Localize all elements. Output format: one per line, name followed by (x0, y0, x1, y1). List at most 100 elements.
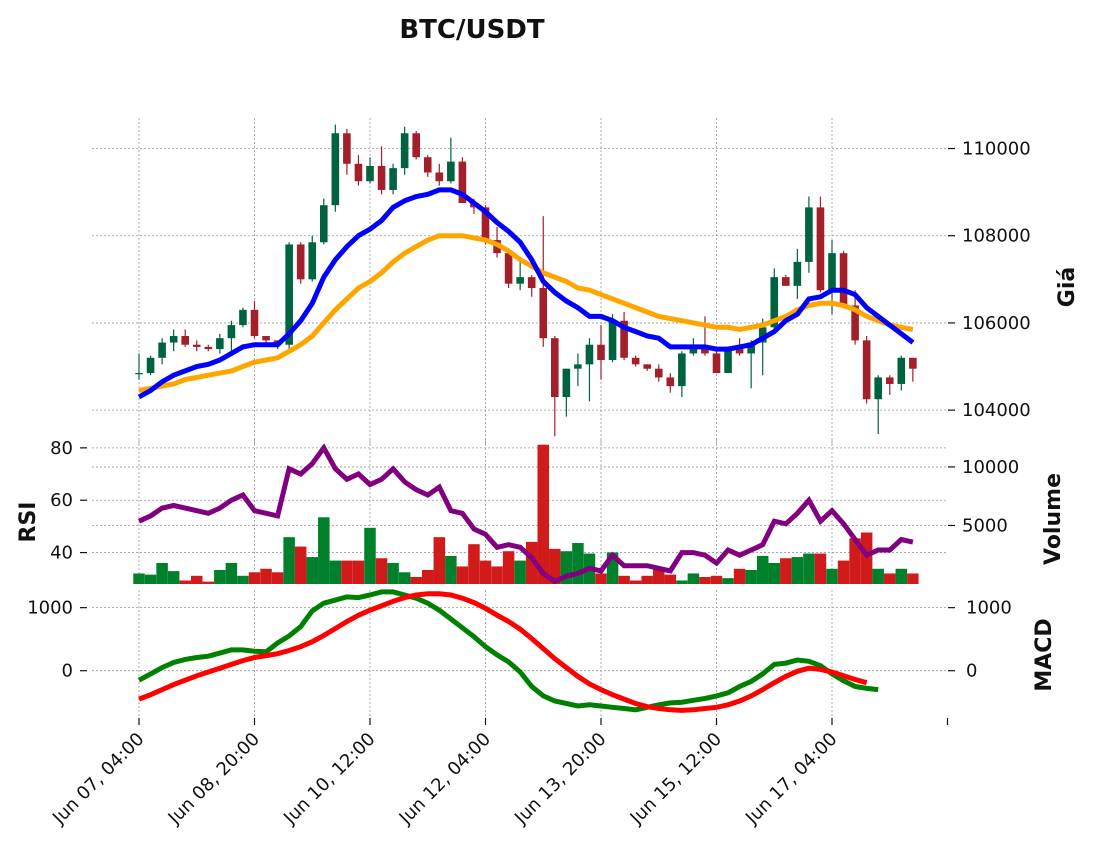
rsi-tick-label: 80 (50, 438, 73, 459)
macd-left-tick-label: 1000 (27, 598, 73, 619)
candle-body (331, 133, 340, 206)
candle-body (551, 338, 559, 398)
chart-title: BTC/USDT (399, 15, 545, 45)
candle-body (389, 168, 397, 190)
rsi-y-ticks: 40 60 80 (50, 438, 87, 564)
candle-body (678, 353, 686, 387)
volume-bar (433, 537, 446, 584)
candle-body (782, 277, 790, 286)
candle-body (597, 344, 605, 360)
macd-panel: 0 0 1000 1000 MACD (27, 589, 1057, 718)
candle-body (377, 165, 386, 190)
candle-body (169, 336, 178, 343)
candle-body (712, 353, 721, 374)
volume-bar (710, 575, 723, 584)
volume-y-ticks: 5000 10000 (948, 457, 1019, 536)
candle-body (539, 288, 548, 339)
candle-body (192, 344, 201, 347)
candle-body (527, 277, 536, 289)
volume-bar (167, 571, 180, 584)
price-axis-label: Giá (1055, 267, 1080, 307)
candle-body (204, 346, 213, 350)
candle-body (250, 309, 259, 336)
candle-body (412, 133, 420, 158)
candle-body (793, 261, 802, 286)
x-tick-label: Jun 15, 12:00 (626, 729, 726, 829)
volume-bar (722, 578, 734, 584)
candle-body (239, 309, 247, 326)
volume-bar (468, 544, 480, 584)
x-tick-label: Jun 17, 04:00 (741, 729, 841, 829)
x-tick-label: Jun 08, 20:00 (164, 729, 264, 829)
candle-body (296, 244, 305, 280)
candle-body (262, 336, 270, 341)
candle-body (227, 325, 236, 339)
macd-left-tick-label: 0 (62, 661, 73, 682)
candle-body (135, 373, 143, 375)
price-tick-label: 110000 (962, 139, 1031, 160)
candle-body (574, 364, 582, 369)
price-y-ticks: 104000 106000 108000 110000 (948, 139, 1031, 421)
candle-body (216, 338, 224, 350)
volume-bar (618, 575, 630, 584)
rsi-line (137, 443, 914, 585)
candle-body (874, 377, 882, 400)
volume-bar (803, 553, 815, 584)
candle-body (828, 253, 836, 291)
rsi-axis-label: RSI (16, 502, 41, 543)
candle-body (758, 327, 767, 343)
volume-bar (629, 580, 642, 584)
volume-bar (549, 548, 561, 584)
volume-bar (479, 560, 492, 584)
volume-bar (849, 538, 861, 584)
volume-tick-label: 10000 (962, 457, 1019, 478)
ma-slow-line (138, 233, 914, 393)
volume-bar (260, 568, 272, 584)
volume-bars (133, 444, 919, 584)
volume-bar (329, 560, 342, 584)
candlesticks (135, 124, 917, 437)
x-tick-label: Jun 13, 20:00 (510, 729, 610, 829)
candle-body (643, 364, 651, 369)
volume-bar (214, 569, 226, 584)
volume-bar (445, 555, 457, 584)
macd-right-tick-label: 1000 (966, 598, 1012, 619)
volume-bar (641, 575, 653, 584)
price-tick-label: 108000 (962, 226, 1031, 247)
candle-body (320, 205, 328, 243)
volume-bar (364, 527, 376, 584)
candle-body (423, 157, 432, 173)
rsi-gridlines (92, 440, 948, 584)
candle-body (816, 207, 825, 291)
candle-body (747, 342, 755, 354)
candle-body (701, 349, 709, 354)
x-tick-label: Jun 07, 04:00 (48, 729, 148, 829)
candle-body (620, 320, 628, 358)
macd-signal-line (138, 591, 868, 713)
volume-bar (387, 562, 399, 584)
volume-bar (826, 568, 838, 584)
candle-body (400, 133, 409, 169)
candle-body (689, 349, 698, 354)
candle-body (897, 357, 906, 384)
volume-bar (237, 575, 249, 584)
volume-bar (352, 560, 365, 584)
candle-body (481, 207, 490, 241)
volume-bar (398, 572, 411, 584)
candle-body (735, 346, 744, 354)
volume-bar (525, 541, 538, 584)
volume-bar (456, 566, 469, 584)
candle-body (504, 253, 513, 284)
volume-bar (422, 569, 434, 584)
candle-body (839, 253, 848, 306)
candle-body (562, 368, 571, 398)
volume-bar (283, 537, 295, 584)
volume-bar (133, 573, 145, 584)
volume-axis-label: Volume (1041, 473, 1066, 565)
candle-body (308, 242, 317, 280)
x-tick-label: Jun 12, 04:00 (395, 729, 495, 829)
candle-body (447, 161, 455, 182)
volume-bar (860, 532, 873, 584)
candle-body (654, 368, 663, 378)
